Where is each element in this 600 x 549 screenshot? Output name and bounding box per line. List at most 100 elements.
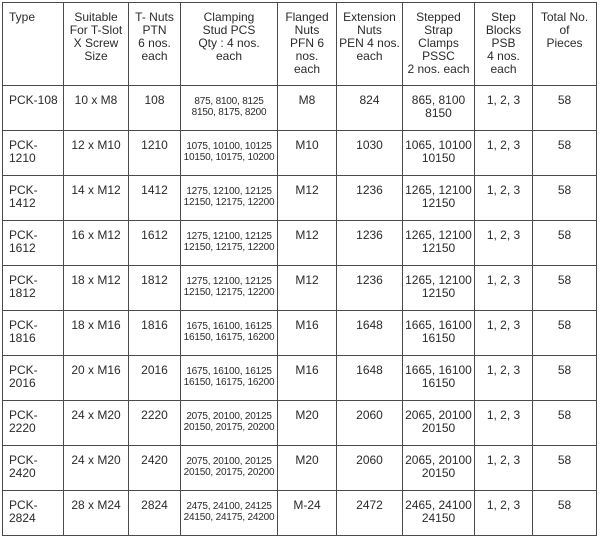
cell-total-pieces-text: 58 [557, 273, 572, 287]
cell-extension-nuts: 1030 [336, 130, 403, 176]
header-extension-nuts-label: Extension Nuts PEN 4 nos. each [339, 10, 400, 63]
cell-screw-size: 20 x M16 [63, 355, 129, 401]
cell-clamping-studs: 1075, 10100, 10125 10150, 10175, 10200 [180, 130, 278, 176]
cell-step-blocks-text: 1, 2, 3 [486, 363, 521, 377]
clamping-kit-table: Type Suitable For T-Slot X Screw Size T- N… [2, 2, 597, 536]
cell-total-pieces: 58 [532, 490, 597, 536]
cell-flanged-nuts-text: M10 [295, 138, 319, 152]
header-type: Type [2, 2, 64, 86]
table-row: PCK-1612 16 x M12 1612 1275, 12100, 12125 1… [2, 220, 597, 266]
cell-step-blocks: 1, 2, 3 [474, 310, 533, 356]
cell-screw-size: 18 x M12 [63, 265, 129, 311]
cell-flanged-nuts: M20 [277, 400, 337, 446]
header-t-nuts-label: T- Nuts PTN 6 nos. each [135, 10, 174, 63]
header-total-pieces: Total No. of Pieces [532, 2, 597, 86]
cell-total-pieces-text: 58 [557, 183, 572, 197]
cell-total-pieces: 58 [532, 310, 597, 356]
cell-flanged-nuts-text: M8 [298, 93, 316, 107]
cell-flanged-nuts: M10 [277, 130, 337, 176]
cell-type-text: PCK-1612 [9, 228, 38, 255]
cell-t-nuts: 2016 [128, 355, 181, 401]
cell-screw-size: 10 x M8 [63, 85, 129, 131]
cell-stepped-clamps: 1065, 10100 10150 [402, 130, 475, 176]
cell-total-pieces-text: 58 [557, 318, 572, 332]
cell-t-nuts: 1812 [128, 265, 181, 311]
cell-screw-size-text: 18 x M12 [71, 273, 121, 287]
cell-extension-nuts: 2060 [336, 445, 403, 491]
cell-t-nuts: 2420 [128, 445, 181, 491]
cell-step-blocks-text: 1, 2, 3 [486, 273, 521, 287]
cell-step-blocks: 1, 2, 3 [474, 130, 533, 176]
cell-stepped-clamps: 1265, 12100 12150 [402, 265, 475, 311]
cell-flanged-nuts: M16 [277, 355, 337, 401]
cell-extension-nuts-text: 1030 [356, 138, 383, 152]
cell-stepped-clamps: 1665, 16100 16150 [402, 355, 475, 401]
cell-screw-size-text: 16 x M12 [71, 228, 121, 242]
cell-total-pieces: 58 [532, 355, 597, 401]
cell-extension-nuts-text: 2472 [356, 498, 383, 512]
header-flanged-nuts: Flanged Nuts PFN 6 nos. each [277, 2, 337, 86]
cell-screw-size: 14 x M12 [63, 175, 129, 221]
cell-type: PCK-1412 [2, 175, 64, 221]
cell-t-nuts: 2220 [128, 400, 181, 446]
cell-clamping-studs-text: 1275, 12100, 12125 12150, 12175, 12200 [183, 186, 275, 208]
cell-stepped-clamps: 1265, 12100 12150 [402, 220, 475, 266]
cell-t-nuts: 1816 [128, 310, 181, 356]
table-row: PCK-2220 24 x M20 2220 2075, 20100, 20125 2… [2, 400, 597, 446]
cell-extension-nuts: 1236 [336, 220, 403, 266]
cell-extension-nuts-text: 1648 [356, 363, 383, 377]
cell-type-text: PCK-1816 [9, 318, 38, 345]
cell-total-pieces: 58 [532, 445, 597, 491]
cell-t-nuts: 1612 [128, 220, 181, 266]
cell-step-blocks-text: 1, 2, 3 [486, 138, 521, 152]
cell-total-pieces: 58 [532, 400, 597, 446]
cell-extension-nuts: 2472 [336, 490, 403, 536]
table-body: PCK-108 10 x M8 108 875, 8100, 8125 8150, 8… [2, 85, 597, 536]
table-row: PCK-2016 20 x M16 2016 1675, 16100, 16125 1… [2, 355, 597, 401]
cell-clamping-studs-text: 1275, 12100, 12125 12150, 12175, 12200 [183, 231, 275, 253]
cell-total-pieces-text: 58 [557, 363, 572, 377]
cell-stepped-clamps-text: 1265, 12100 12150 [405, 273, 472, 300]
cell-flanged-nuts: M20 [277, 445, 337, 491]
cell-type-text: PCK-108 [9, 93, 58, 107]
cell-type: PCK-2220 [2, 400, 64, 446]
cell-type: PCK-1816 [2, 310, 64, 356]
cell-step-blocks: 1, 2, 3 [474, 85, 533, 131]
cell-clamping-studs: 1275, 12100, 12125 12150, 12175, 12200 [180, 175, 278, 221]
cell-total-pieces-text: 58 [557, 408, 572, 422]
cell-clamping-studs-text: 2475, 24100, 24125 24150, 24175, 24200 [183, 501, 275, 523]
cell-extension-nuts: 2060 [336, 400, 403, 446]
cell-clamping-studs: 875, 8100, 8125 8150, 8175, 8200 [180, 85, 278, 131]
cell-step-blocks: 1, 2, 3 [474, 220, 533, 266]
cell-extension-nuts-text: 1236 [356, 273, 383, 287]
cell-flanged-nuts: M12 [277, 265, 337, 311]
cell-total-pieces-text: 58 [557, 453, 572, 467]
cell-t-nuts-text: 1812 [141, 273, 168, 287]
cell-screw-size-text: 28 x M24 [71, 498, 121, 512]
cell-total-pieces-text: 58 [557, 138, 572, 152]
cell-flanged-nuts-text: M12 [295, 228, 319, 242]
cell-extension-nuts-text: 2060 [356, 408, 383, 422]
cell-stepped-clamps-text: 1665, 16100 16150 [405, 318, 472, 345]
cell-type: PCK-2420 [2, 445, 64, 491]
cell-t-nuts-text: 1210 [141, 138, 168, 152]
cell-step-blocks-text: 1, 2, 3 [486, 228, 521, 242]
cell-clamping-studs: 2075, 20100, 20125 20150, 20175, 20200 [180, 445, 278, 491]
cell-flanged-nuts-text: M12 [295, 273, 319, 287]
cell-stepped-clamps: 2065, 20100 20150 [402, 445, 475, 491]
table-row: PCK-1210 12 x M10 1210 1075, 10100, 10125 1… [2, 130, 597, 176]
cell-flanged-nuts-text: M20 [295, 408, 319, 422]
cell-t-nuts-text: 108 [144, 93, 165, 107]
cell-stepped-clamps-text: 2065, 20100 20150 [405, 408, 472, 435]
cell-type-text: PCK-1812 [9, 273, 38, 300]
cell-extension-nuts: 1236 [336, 265, 403, 311]
cell-step-blocks-text: 1, 2, 3 [486, 408, 521, 422]
cell-screw-size: 16 x M12 [63, 220, 129, 266]
cell-screw-size-text: 10 x M8 [74, 93, 118, 107]
cell-stepped-clamps: 1665, 16100 16150 [402, 310, 475, 356]
cell-total-pieces-text: 58 [557, 93, 572, 107]
cell-screw-size-text: 12 x M10 [71, 138, 121, 152]
header-stepped-clamps-label: Stepped Strap Clamps PSSC 2 nos. each [407, 10, 470, 76]
cell-screw-size-text: 20 x M16 [71, 363, 121, 377]
clamping-kit-table-container: Type Suitable For T-Slot X Screw Size T- N… [2, 2, 597, 536]
